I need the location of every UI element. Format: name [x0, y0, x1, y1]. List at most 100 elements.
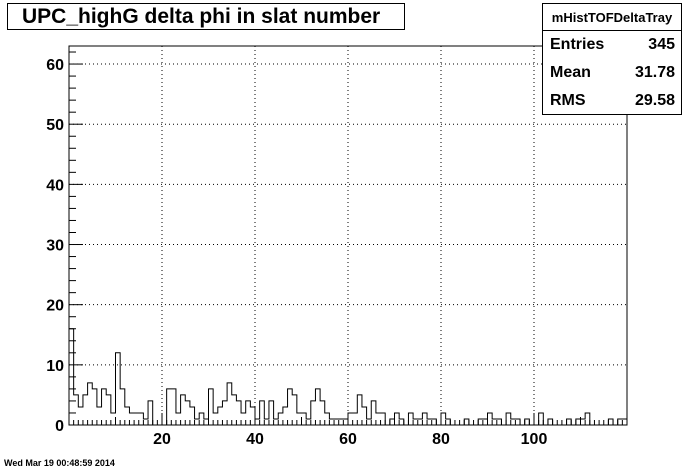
histogram-bin	[106, 395, 111, 425]
stats-histogram-name: mHistTOFDeltaTray	[543, 4, 681, 31]
histogram-bin	[581, 419, 586, 425]
histogram-bin	[618, 419, 623, 425]
histogram-bin	[111, 413, 116, 425]
histogram-bin	[246, 401, 251, 425]
histogram-bin	[241, 413, 246, 425]
stats-rms-row: RMS 29.58	[543, 88, 681, 116]
histogram-bin	[585, 413, 590, 425]
histogram-bin	[478, 419, 483, 425]
stats-rms-value: 29.58	[634, 92, 675, 109]
y-tick-label: 10	[46, 358, 64, 375]
histogram-bin	[274, 419, 279, 425]
y-tick-label: 40	[46, 177, 64, 194]
histogram-bin	[343, 419, 348, 425]
histogram-bin	[176, 413, 181, 425]
y-tick-label: 30	[46, 238, 64, 255]
histogram-bin	[74, 395, 79, 425]
stats-rms-label: RMS	[550, 92, 586, 109]
stats-entries-row: Entries 345	[543, 32, 681, 60]
histogram-bin	[622, 419, 627, 425]
histogram-bin	[297, 413, 302, 425]
histogram-bin	[357, 395, 362, 425]
histogram-bin	[408, 413, 413, 425]
histogram-bin	[576, 419, 581, 425]
histogram-bin	[78, 407, 83, 425]
histogram-bin	[190, 407, 195, 425]
stats-mean-value: 31.78	[634, 64, 675, 81]
histogram-bin	[399, 419, 404, 425]
histogram-bin	[288, 389, 293, 425]
x-tick-label: 100	[521, 431, 548, 448]
histogram-bin	[185, 401, 190, 425]
y-tick-label: 50	[46, 117, 64, 134]
grid-layer	[69, 46, 627, 425]
x-tick-label: 20	[153, 431, 171, 448]
histogram-bin	[260, 401, 265, 425]
chart-title: UPC_highG delta phi in slat number	[22, 5, 381, 28]
histogram-bin	[334, 419, 339, 425]
axis-layer: 20 40 60 80 100 0 10 20 30 40 50 60	[46, 51, 628, 448]
x-tick-label: 80	[432, 431, 450, 448]
stats-entries-label: Entries	[550, 36, 605, 53]
histogram-bin	[88, 383, 93, 425]
histogram-bin	[432, 419, 437, 425]
histogram-bin	[139, 413, 144, 425]
histogram-bin	[218, 407, 223, 425]
histogram-bin	[395, 413, 400, 425]
date-stamp: Wed Mar 19 00:48:59 2014	[4, 458, 115, 468]
histogram-bin	[608, 419, 613, 425]
histogram-bin	[348, 413, 353, 425]
y-tick-label: 0	[55, 418, 64, 435]
histogram-bin	[148, 401, 153, 425]
histogram-bin	[129, 413, 134, 425]
histogram-bin	[269, 401, 274, 425]
histogram-bin	[446, 419, 451, 425]
histogram-bin	[353, 413, 358, 425]
histogram-bin	[83, 395, 88, 425]
histogram-bin	[413, 419, 418, 425]
histogram-bin	[483, 419, 488, 425]
histogram-bin	[195, 419, 200, 425]
histogram-bin	[381, 413, 386, 425]
histogram-bin	[515, 419, 520, 425]
histogram-bin	[283, 407, 288, 425]
histogram-bin	[199, 413, 204, 425]
histogram-bin	[376, 413, 381, 425]
y-tick-label: 60	[46, 57, 64, 74]
histogram-bin	[306, 419, 311, 425]
histogram-bin	[548, 419, 553, 425]
histogram-bin	[511, 419, 516, 425]
title-box: UPC_highG delta phi in slat number	[7, 3, 405, 30]
histogram-bin	[506, 413, 511, 425]
histogram-bin	[488, 413, 493, 425]
y-tick-label: 20	[46, 298, 64, 315]
histogram-bin	[497, 419, 502, 425]
histogram-bin	[311, 401, 316, 425]
histogram-bin	[302, 413, 307, 425]
histogram-bin	[120, 389, 125, 425]
histogram-bin	[204, 419, 209, 425]
histogram-bin	[102, 389, 107, 425]
histogram-bin	[167, 389, 172, 425]
histogram-bin	[367, 419, 372, 425]
histogram-bin	[222, 401, 227, 425]
histogram-bin	[464, 419, 469, 425]
x-tick-label: 60	[339, 431, 357, 448]
histogram-bin	[427, 419, 432, 425]
histogram-bin	[181, 395, 186, 425]
histogram-bin	[418, 419, 423, 425]
histogram-bin	[213, 413, 218, 425]
histogram-bin	[525, 419, 530, 425]
histogram-bin	[236, 401, 241, 425]
histogram-bin	[264, 419, 269, 425]
histogram-bin	[320, 401, 325, 425]
histogram-bin	[492, 419, 497, 425]
stats-box: mHistTOFDeltaTray Entries 345 Mean 31.78…	[542, 3, 682, 115]
histogram-bin	[209, 389, 214, 425]
histogram-bin	[441, 413, 446, 425]
histogram-bin	[292, 395, 297, 425]
histogram-bin	[92, 389, 97, 425]
histogram-bin	[97, 407, 102, 425]
histogram-bin	[143, 419, 148, 425]
